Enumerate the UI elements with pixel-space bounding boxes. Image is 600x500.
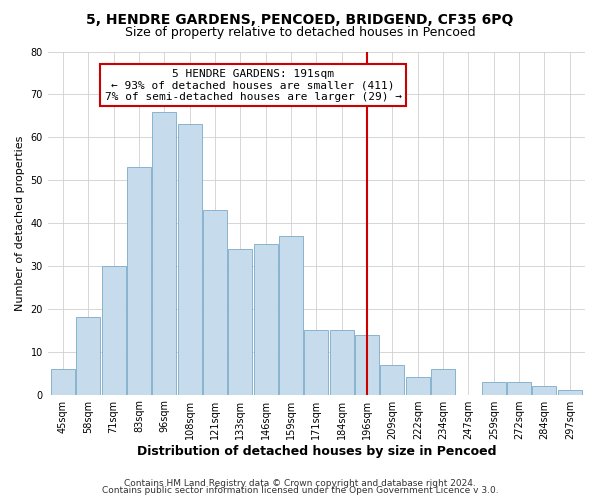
Bar bbox=[152, 112, 176, 395]
Bar bbox=[558, 390, 582, 394]
Text: Size of property relative to detached houses in Pencoed: Size of property relative to detached ho… bbox=[125, 26, 475, 39]
Bar bbox=[229, 249, 253, 394]
Bar bbox=[178, 124, 202, 394]
Bar bbox=[532, 386, 556, 394]
Bar bbox=[127, 168, 151, 394]
Bar bbox=[279, 236, 303, 394]
Bar bbox=[431, 369, 455, 394]
X-axis label: Distribution of detached houses by size in Pencoed: Distribution of detached houses by size … bbox=[137, 444, 496, 458]
Text: Contains HM Land Registry data © Crown copyright and database right 2024.: Contains HM Land Registry data © Crown c… bbox=[124, 478, 476, 488]
Text: Contains public sector information licensed under the Open Government Licence v : Contains public sector information licen… bbox=[101, 486, 499, 495]
Bar bbox=[101, 266, 126, 394]
Bar bbox=[254, 244, 278, 394]
Bar bbox=[51, 369, 75, 394]
Bar bbox=[482, 382, 506, 394]
Text: 5 HENDRE GARDENS: 191sqm
← 93% of detached houses are smaller (411)
7% of semi-d: 5 HENDRE GARDENS: 191sqm ← 93% of detach… bbox=[104, 68, 401, 102]
Bar bbox=[355, 334, 379, 394]
Bar bbox=[406, 378, 430, 394]
Bar bbox=[76, 318, 100, 394]
Bar bbox=[304, 330, 328, 394]
Y-axis label: Number of detached properties: Number of detached properties bbox=[15, 136, 25, 310]
Bar bbox=[329, 330, 354, 394]
Bar bbox=[380, 364, 404, 394]
Bar bbox=[507, 382, 531, 394]
Text: 5, HENDRE GARDENS, PENCOED, BRIDGEND, CF35 6PQ: 5, HENDRE GARDENS, PENCOED, BRIDGEND, CF… bbox=[86, 12, 514, 26]
Bar bbox=[203, 210, 227, 394]
